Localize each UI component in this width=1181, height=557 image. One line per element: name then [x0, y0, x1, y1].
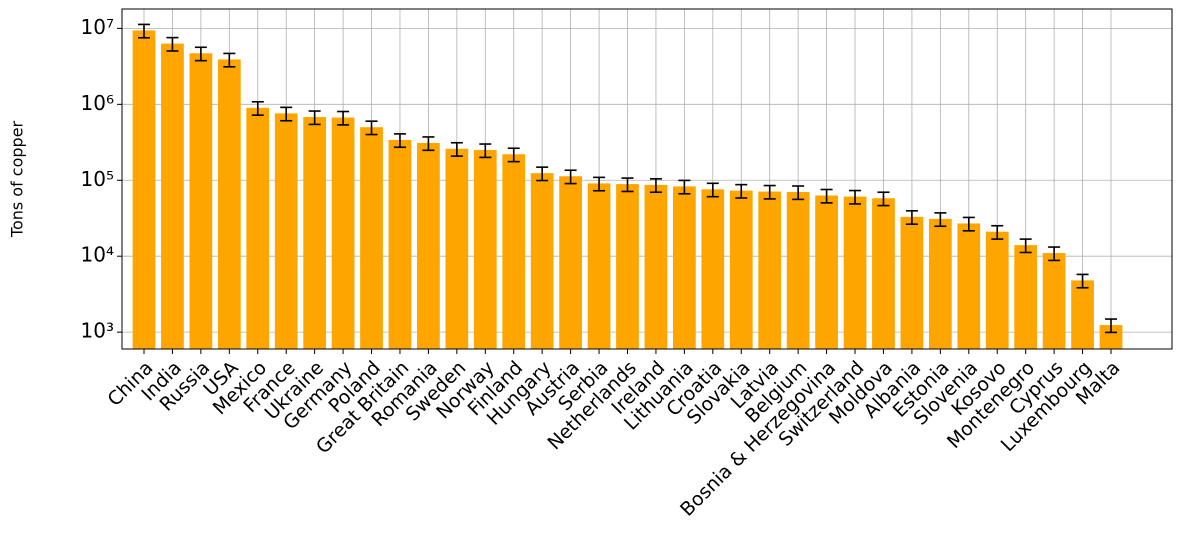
bar	[587, 183, 611, 349]
error-bar	[763, 184, 776, 200]
error-bar	[877, 191, 890, 207]
error-bar	[905, 210, 918, 225]
error-bar	[251, 100, 264, 116]
y-tick-label: 10⁴	[81, 243, 114, 267]
bar	[331, 117, 355, 349]
bar	[729, 190, 753, 349]
bar	[815, 195, 838, 349]
y-tick-label: 10⁵	[81, 167, 114, 191]
bar	[1099, 325, 1123, 349]
bar	[417, 142, 440, 349]
error-bar	[621, 177, 634, 193]
bar	[900, 216, 924, 349]
bar	[189, 53, 213, 350]
error-bar	[934, 212, 947, 228]
error-bar	[678, 179, 691, 195]
error-bar	[194, 46, 207, 62]
error-bar	[649, 178, 662, 194]
error-bar	[337, 110, 350, 126]
error-bar	[820, 188, 833, 204]
bar	[872, 198, 895, 349]
bar	[502, 154, 526, 349]
error-bar	[536, 166, 549, 182]
bar	[701, 189, 725, 349]
bar	[957, 223, 981, 349]
y-tick-label: 10⁷	[81, 15, 114, 39]
bar	[161, 43, 184, 349]
y-tick-label: 10³	[81, 319, 114, 343]
y-tick-label: 10⁶	[81, 91, 114, 115]
bar	[530, 173, 554, 349]
error-bar	[223, 52, 236, 68]
error-bar	[593, 176, 606, 192]
plot-frame	[121, 8, 1173, 350]
error-bar	[450, 141, 463, 157]
bar	[1014, 245, 1038, 349]
bar	[673, 186, 696, 349]
error-bar	[365, 120, 378, 136]
bar	[758, 191, 782, 349]
error-bar	[991, 224, 1004, 240]
error-bar	[479, 143, 492, 159]
bar	[1071, 280, 1094, 349]
error-bar	[849, 189, 862, 205]
error-bar	[1019, 238, 1032, 254]
error-bar	[735, 183, 748, 199]
bar	[303, 117, 327, 349]
bar	[559, 176, 582, 349]
bar	[246, 107, 270, 349]
error-bar	[280, 106, 293, 122]
bar	[132, 30, 156, 349]
error-bar	[308, 110, 321, 126]
bar	[928, 218, 952, 349]
bar	[388, 139, 412, 349]
error-bar	[564, 169, 577, 185]
bar	[1042, 253, 1066, 349]
bar	[217, 59, 241, 350]
error-bar	[1076, 273, 1089, 289]
bar	[473, 150, 497, 349]
error-bar	[1105, 318, 1117, 334]
error-bar	[422, 136, 435, 152]
bar	[644, 184, 668, 349]
error-bar	[138, 23, 150, 39]
bar	[616, 184, 639, 349]
bar	[985, 231, 1009, 349]
y-axis-label: Tons of copper	[8, 120, 27, 238]
error-bar	[166, 36, 179, 52]
bar	[445, 148, 469, 349]
bar	[274, 113, 298, 349]
bar	[843, 196, 867, 349]
error-bar	[792, 185, 805, 201]
error-bar	[507, 147, 520, 163]
bar	[360, 127, 383, 349]
error-bar	[393, 133, 406, 149]
error-bar	[962, 216, 975, 232]
error-bar	[1048, 246, 1061, 262]
bar	[786, 192, 810, 349]
error-bar	[706, 182, 719, 198]
